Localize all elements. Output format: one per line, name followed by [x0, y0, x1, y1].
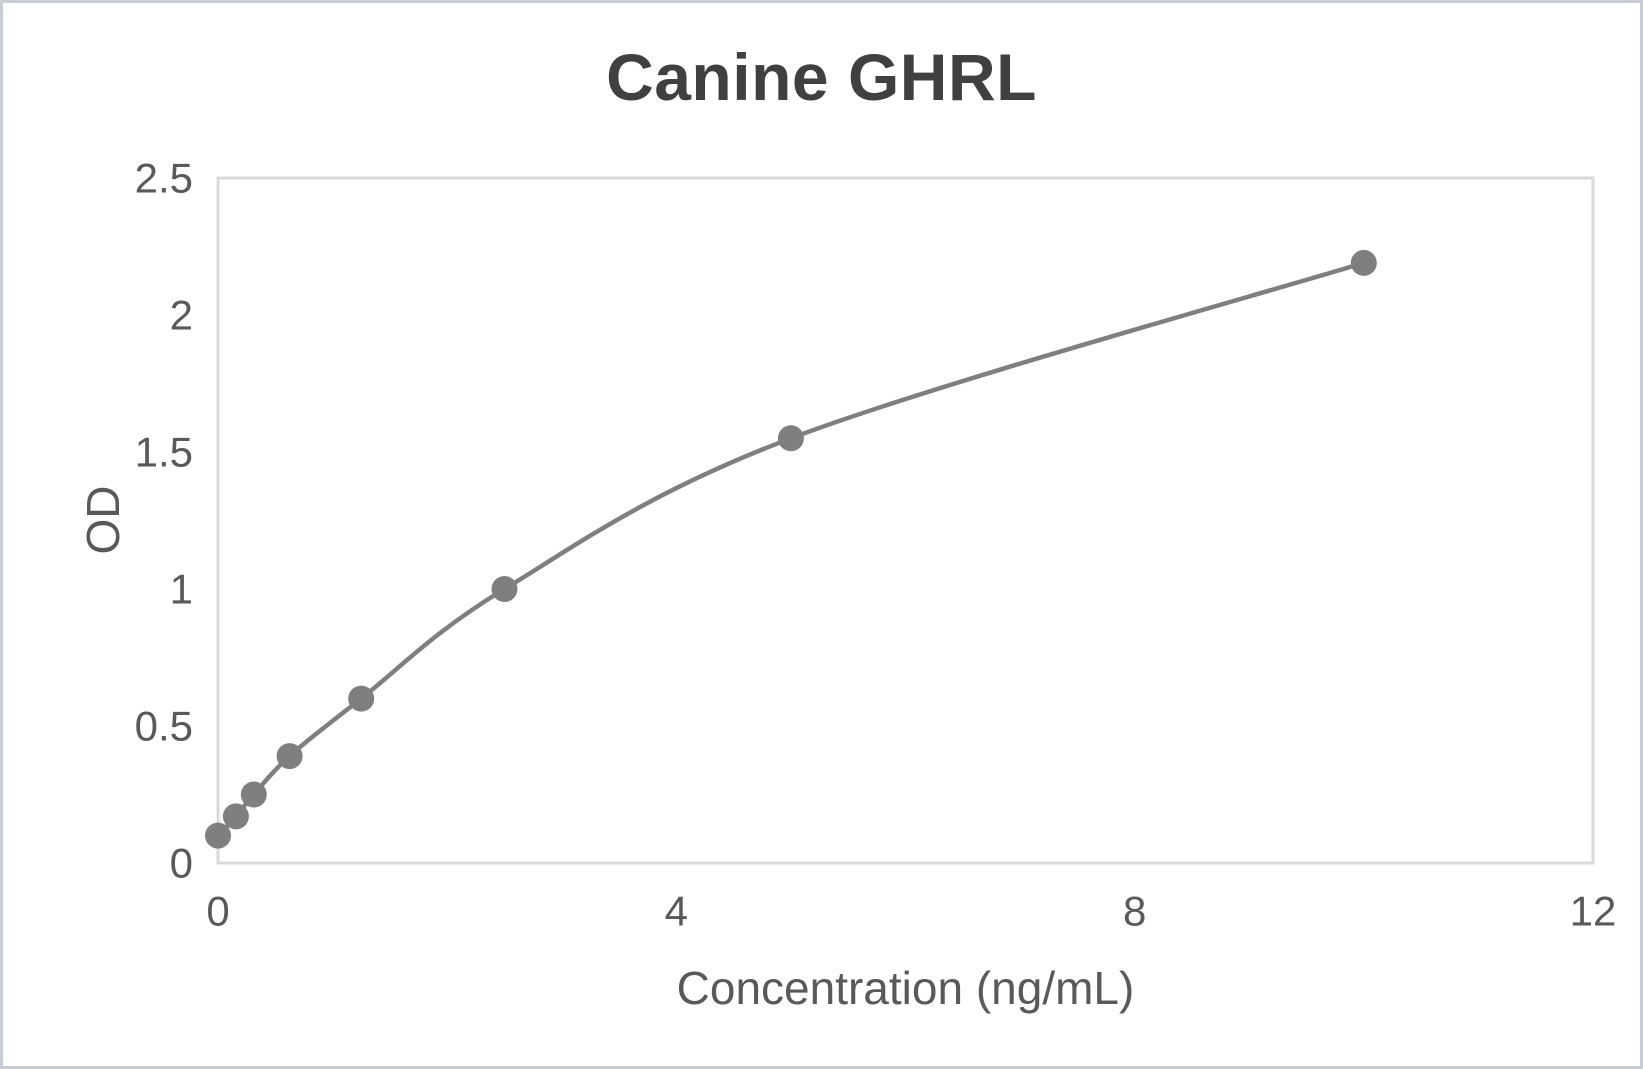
y-tick-label: 0.5 [135, 703, 193, 750]
plot-area-border [216, 176, 1595, 865]
data-point-marker [222, 803, 249, 830]
data-point-marker [348, 685, 375, 712]
x-tick-label: 12 [1570, 888, 1617, 935]
standard-curve-line [215, 260, 1367, 838]
y-axis-title: OD [77, 485, 129, 555]
data-point-marker [205, 822, 231, 849]
x-tick-label: 4 [665, 888, 688, 935]
plot-svg: 0 0.5 1 1.5 2 2.5 0 4 8 12 [135, 155, 1617, 935]
x-tick-label: 0 [206, 888, 229, 935]
y-tick-label: 2 [170, 292, 193, 339]
x-tick-label: 8 [1123, 888, 1146, 935]
data-point-marker [777, 425, 804, 452]
y-tick-label: 2.5 [135, 155, 193, 202]
y-tick-label: 0 [170, 840, 193, 887]
y-tick-label: 1 [170, 566, 193, 613]
data-point-marker [491, 576, 518, 602]
data-point-marker [1350, 249, 1377, 276]
data-point-marker [276, 743, 303, 770]
y-tick-label: 1.5 [135, 429, 193, 476]
data-point-marker [240, 781, 267, 808]
x-axis-title: Concentration (ng/mL) [676, 962, 1135, 1014]
chart-title: Canine GHRL [606, 40, 1037, 114]
